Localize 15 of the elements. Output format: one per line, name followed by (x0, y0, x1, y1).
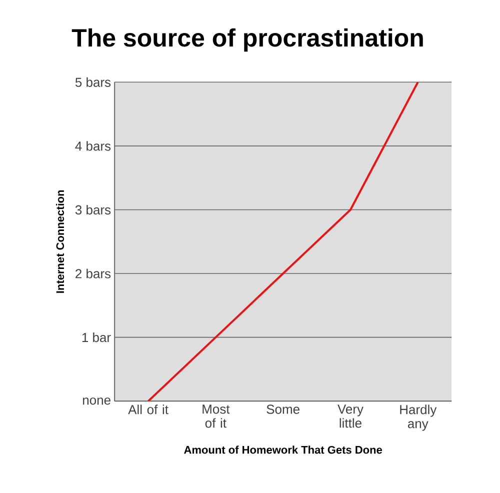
x-tick-label: Hardly any (400, 404, 437, 431)
y-tick-label: 4 bars (75, 141, 111, 151)
y-tick-label: 5 bars (75, 77, 111, 87)
x-tick-label: Most of it (202, 404, 230, 428)
y-axis-title: Internet Connection (56, 190, 64, 293)
y-tick-label: 1 bar (82, 332, 111, 342)
chart-title: The source of procrastination (72, 28, 423, 52)
x-tick-label: Very little (338, 404, 364, 428)
y-tick-label: 2 bars (76, 268, 111, 278)
line-series (147, 82, 419, 402)
y-tick-label: 3 bars (75, 204, 111, 215)
x-tick-label: All of it (128, 404, 168, 414)
x-tick-label: Some (266, 404, 300, 414)
y-tick-label: none (82, 398, 110, 405)
x-axis-title: Amount of Homework That Gets Done (184, 446, 382, 454)
